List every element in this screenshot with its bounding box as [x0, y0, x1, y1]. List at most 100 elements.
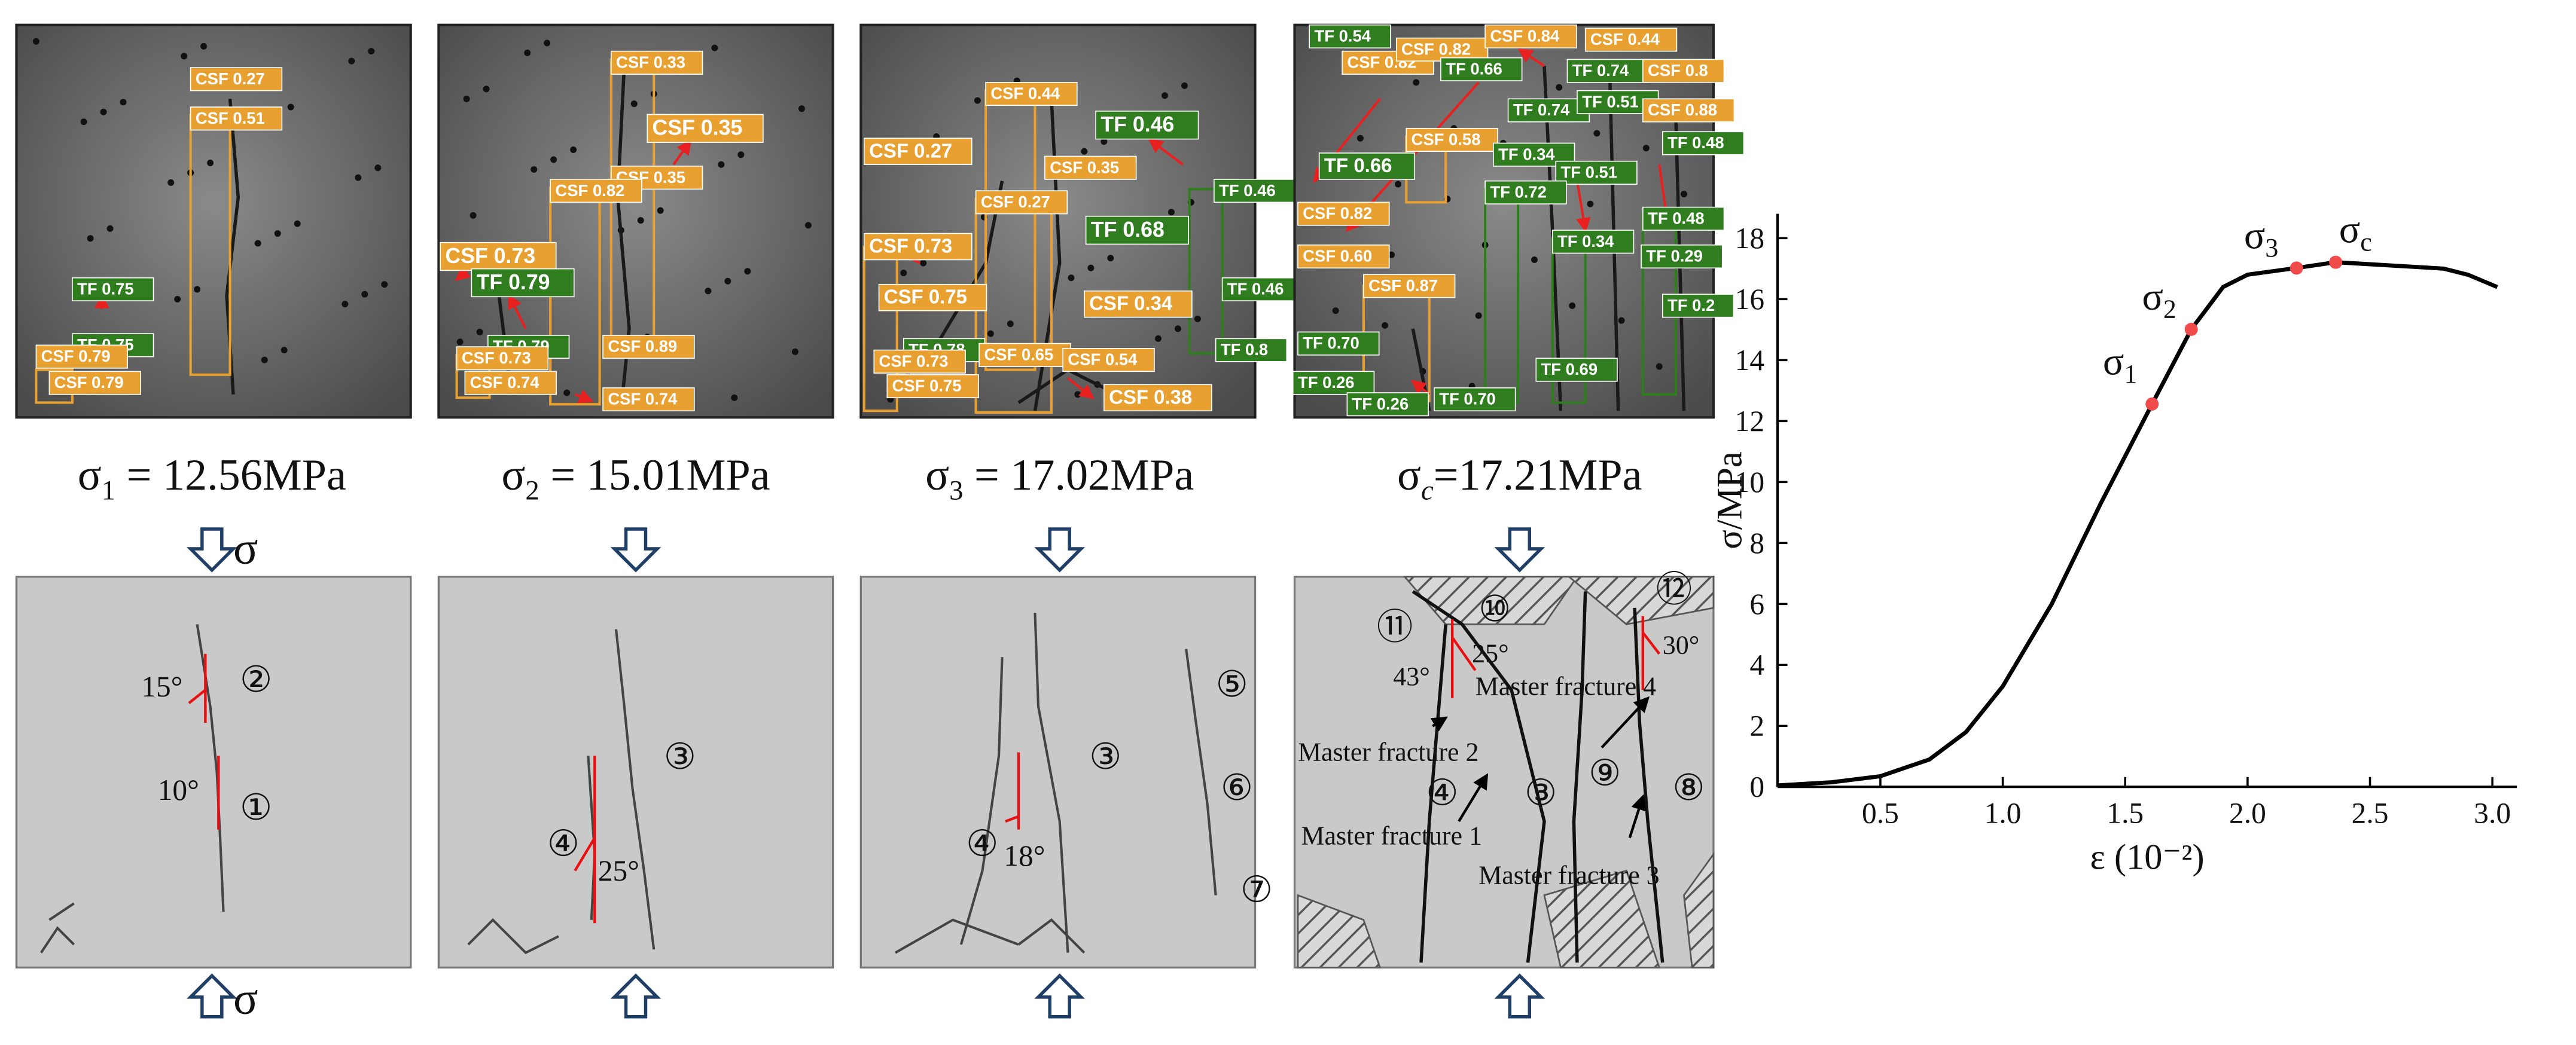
pore — [1081, 148, 1088, 155]
pore — [1155, 335, 1162, 342]
sketch-label: 25° — [598, 854, 639, 887]
detection-label: CSF 0.33 — [616, 53, 685, 72]
pore — [1332, 307, 1339, 314]
pore — [987, 330, 994, 337]
detection-label-bg — [1642, 59, 1725, 83]
detection-label: TF 0.70 — [1303, 334, 1359, 352]
detection-label-bg — [863, 233, 973, 261]
sketch-label: ① — [240, 788, 272, 828]
key-point-label: σ1 — [2103, 340, 2138, 389]
pore — [100, 108, 107, 115]
load-arrow — [1034, 527, 1086, 573]
pore — [705, 288, 712, 295]
curve — [1777, 260, 2498, 788]
detection-arrow — [574, 389, 594, 404]
load-arrow — [1494, 527, 1545, 573]
detection-label-bg — [1346, 392, 1429, 417]
key-point-label: σc — [2339, 208, 2372, 257]
detection-label: TF 0.34 — [1498, 145, 1555, 163]
sketch-label: ⑥ — [1221, 768, 1253, 808]
detection-label-bg — [1214, 179, 1296, 203]
point-symbol: σ — [2244, 213, 2266, 257]
y-tick-label: 14 — [1735, 344, 1764, 377]
pore — [1388, 251, 1395, 258]
pore — [657, 207, 664, 214]
fracture — [39, 926, 75, 954]
key-point — [2145, 397, 2159, 411]
detection-arrow — [1517, 48, 1545, 68]
sketch — [437, 575, 834, 969]
fracture — [1017, 918, 1086, 954]
pore — [744, 268, 751, 275]
pore — [87, 235, 94, 242]
detection-label-bg — [610, 50, 703, 75]
detection-arrow — [1411, 380, 1431, 396]
detection-label: TF 0.46 — [1227, 280, 1284, 298]
caption-subscript: 2 — [525, 475, 539, 506]
key-point — [2290, 261, 2303, 275]
sketch-label: 25° — [1472, 638, 1509, 668]
pore — [470, 212, 477, 219]
detection-label: CSF 0.44 — [1590, 30, 1660, 48]
sketch-label: ⑦ — [1240, 870, 1273, 910]
y-tick-label: 12 — [1735, 405, 1764, 438]
caption-value: = 17.02MPa — [963, 451, 1194, 500]
pointer-arrow — [1430, 716, 1448, 732]
hatched-region — [1403, 576, 1579, 625]
load-arrow — [186, 973, 237, 1019]
detection-label: CSF 0.73 — [879, 352, 949, 370]
x-tick-label: 3.0 — [2474, 797, 2511, 830]
pore — [1587, 200, 1594, 207]
detection-label-bg — [602, 387, 695, 412]
fracture — [1412, 590, 1546, 963]
detection-label-bg — [1440, 57, 1523, 81]
detection-label: CSF 0.65 — [984, 345, 1053, 363]
caption-subscript: 1 — [102, 475, 115, 506]
pore — [207, 159, 214, 166]
pore — [281, 347, 288, 354]
pore — [167, 179, 175, 186]
detection-label: CSF 0.58 — [1412, 130, 1481, 149]
pore — [1531, 256, 1538, 264]
y-tick-label: 6 — [1749, 588, 1764, 621]
pore — [1068, 274, 1075, 282]
pore — [1569, 302, 1576, 309]
pointer-arrow — [1601, 696, 1650, 748]
key-point-label: σ3 — [2244, 213, 2279, 262]
detection-label: CSF 0.87 — [1368, 276, 1438, 295]
fracture — [1419, 624, 1447, 963]
y-tick-label: 18 — [1735, 222, 1764, 255]
sketch-label: ④ — [547, 824, 580, 864]
pore — [1107, 255, 1114, 262]
angle-marker — [574, 837, 596, 872]
sketch-panel: ③ ④ 25° — [437, 575, 834, 969]
pore — [1074, 391, 1081, 398]
detection-label: CSF 0.75 — [884, 286, 967, 308]
y-tick-label: 4 — [1749, 649, 1764, 682]
pore — [254, 240, 261, 247]
detection-label: CSF 0.60 — [1303, 247, 1372, 265]
detection-arrow — [1148, 138, 1184, 166]
caption-value: = 15.01MPa — [539, 451, 770, 500]
pore — [1593, 130, 1601, 137]
detection-label-bg — [464, 371, 557, 395]
detection-label: CSF 0.73 — [869, 235, 952, 257]
detection-label-bg — [975, 190, 1068, 215]
pore — [791, 348, 798, 355]
detection-label-bg — [1297, 331, 1380, 356]
pore — [1100, 138, 1108, 145]
detection-label: TF 0.51 — [1582, 92, 1639, 111]
detection-label: CSF 0.82 — [555, 181, 624, 200]
pore — [348, 57, 355, 65]
detection-label: CSF 0.35 — [652, 116, 742, 140]
load-arrow — [610, 973, 661, 1019]
y-tick-label: 0 — [1749, 771, 1764, 803]
pore — [106, 225, 114, 232]
point-symbol: σ — [2103, 340, 2124, 383]
detection-label-bg — [1221, 277, 1304, 302]
detection-label-bg — [886, 374, 979, 399]
detection-label: CSF 0.27 — [196, 69, 265, 88]
detection-label: CSF 0.82 — [1401, 40, 1471, 59]
detection-label-bg — [1297, 201, 1390, 226]
detection-label: TF 0.48 — [1648, 209, 1705, 227]
